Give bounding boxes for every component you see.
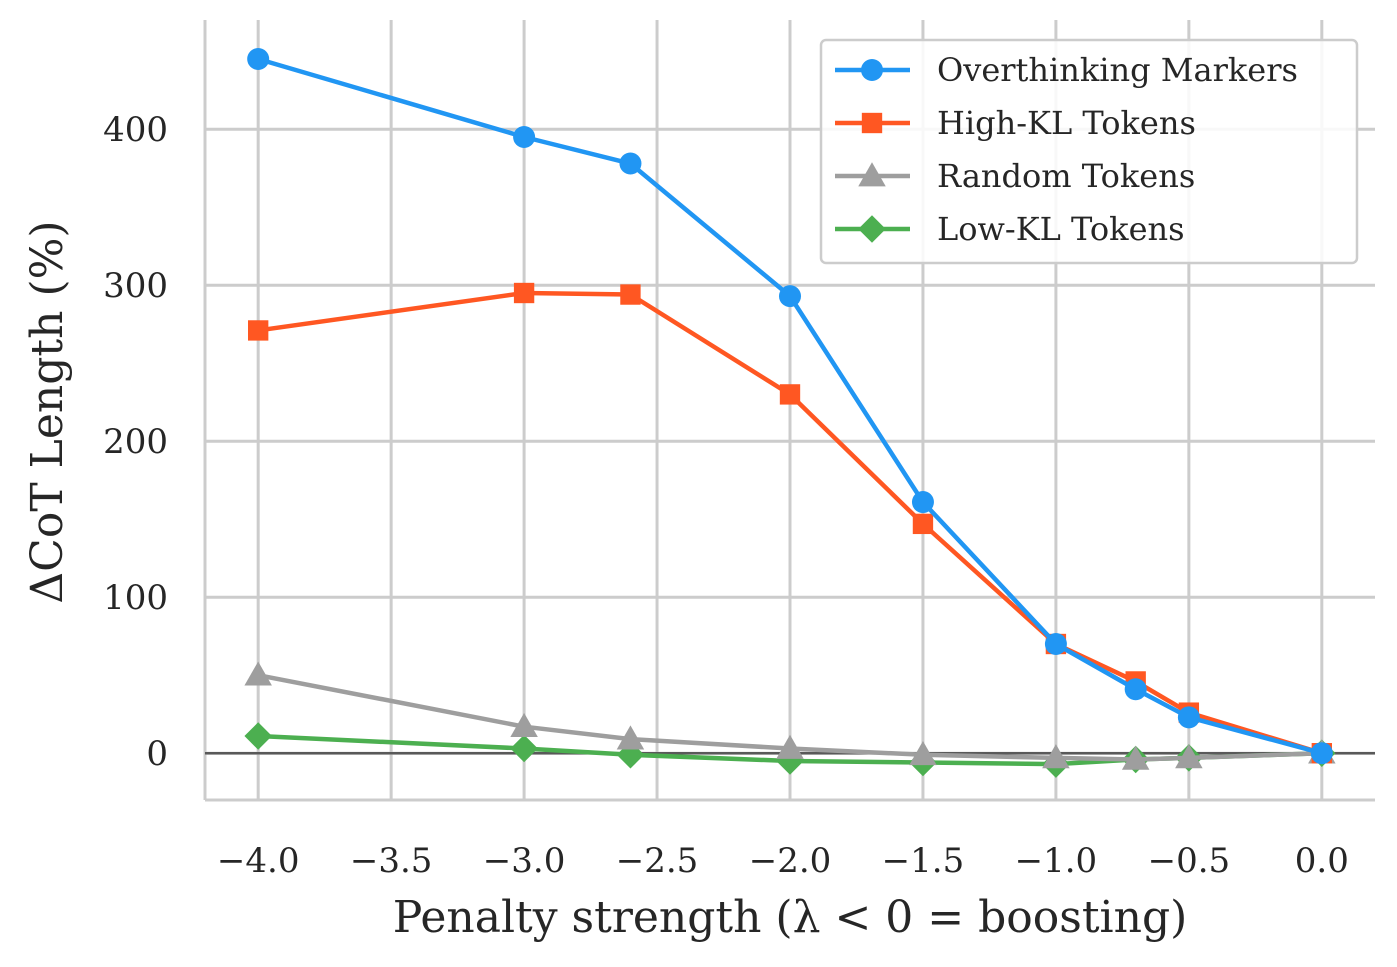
- y-tick-label: 200: [103, 422, 168, 462]
- series-overthinking-markers: [247, 48, 1333, 765]
- legend: Overthinking Markers High-KL Tokens Random…: [819, 38, 1359, 265]
- data-point-3: [779, 285, 801, 308]
- data-point-1: [513, 126, 536, 148]
- legend-entry: Overthinking Markers: [835, 51, 1298, 89]
- data-point-0: [247, 48, 270, 70]
- data-point-7: [1177, 706, 1200, 729]
- series-lines: [244, 48, 1336, 778]
- legend-label: Low-KL Tokens: [937, 210, 1185, 248]
- series-random-tokens: [244, 661, 1336, 770]
- legend-marker: [861, 112, 883, 134]
- legend-entry: High-KL Tokens: [835, 104, 1196, 142]
- x-tick-label: −3.0: [483, 841, 566, 881]
- y-axis-label: ΔCoT Length (%): [22, 220, 73, 603]
- data-point-4: [909, 741, 937, 766]
- legend-label: Overthinking Markers: [937, 51, 1298, 89]
- data-point-1: [513, 282, 535, 304]
- data-point-5: [1042, 744, 1070, 769]
- legend-marker: [858, 162, 886, 187]
- data-point-0: [248, 320, 269, 341]
- y-tick-labels: 0 100 200 300 400: [103, 110, 168, 774]
- data-point-6: [1121, 745, 1150, 770]
- data-point-4: [912, 513, 934, 535]
- data-point-1: [510, 734, 538, 763]
- y-tick-label: 300: [103, 266, 168, 306]
- x-tick-label: −2.5: [616, 841, 699, 881]
- data-point-0: [244, 722, 272, 750]
- data-point-1: [510, 712, 538, 737]
- legend-label: High-KL Tokens: [937, 104, 1196, 142]
- y-tick-label: 100: [103, 578, 168, 618]
- legend-label: Random Tokens: [937, 157, 1195, 195]
- data-point-8: [1310, 742, 1333, 765]
- y-tick-label: 0: [146, 734, 168, 774]
- y-tick-label: 400: [103, 110, 168, 150]
- data-point-2: [616, 725, 645, 750]
- data-point-3: [776, 734, 804, 759]
- legend-marker: [861, 59, 883, 81]
- x-axis-label: Penalty strength (λ < 0 = boosting): [393, 892, 1188, 943]
- x-tick-label: −1.5: [882, 841, 965, 881]
- data-point-4: [911, 491, 934, 514]
- legend-entry: Low-KL Tokens: [835, 210, 1185, 248]
- x-tick-label: −4.0: [217, 841, 300, 881]
- x-tick-label: −3.5: [350, 841, 433, 881]
- x-tick-label: −2.0: [749, 841, 832, 881]
- x-tick-labels: −4.0 −3.5 −3.0 −2.5 −2.0 −1.5 −1.0 −0.5 0.0: [217, 841, 1349, 881]
- data-point-2: [619, 152, 642, 175]
- x-tick-label: −1.0: [1015, 841, 1098, 881]
- data-point-5: [1044, 633, 1067, 655]
- legend-marker: [858, 215, 886, 243]
- data-point-3: [779, 384, 801, 405]
- axis-spines: [203, 20, 1375, 802]
- data-point-7: [1175, 744, 1203, 769]
- legend-entry: Random Tokens: [835, 157, 1195, 195]
- data-point-0: [244, 661, 272, 686]
- data-point-2: [620, 284, 641, 305]
- x-tick-label: 0.0: [1295, 841, 1349, 881]
- x-tick-label: −0.5: [1148, 841, 1231, 881]
- legend-box: [819, 38, 1359, 265]
- data-point-6: [1124, 678, 1147, 701]
